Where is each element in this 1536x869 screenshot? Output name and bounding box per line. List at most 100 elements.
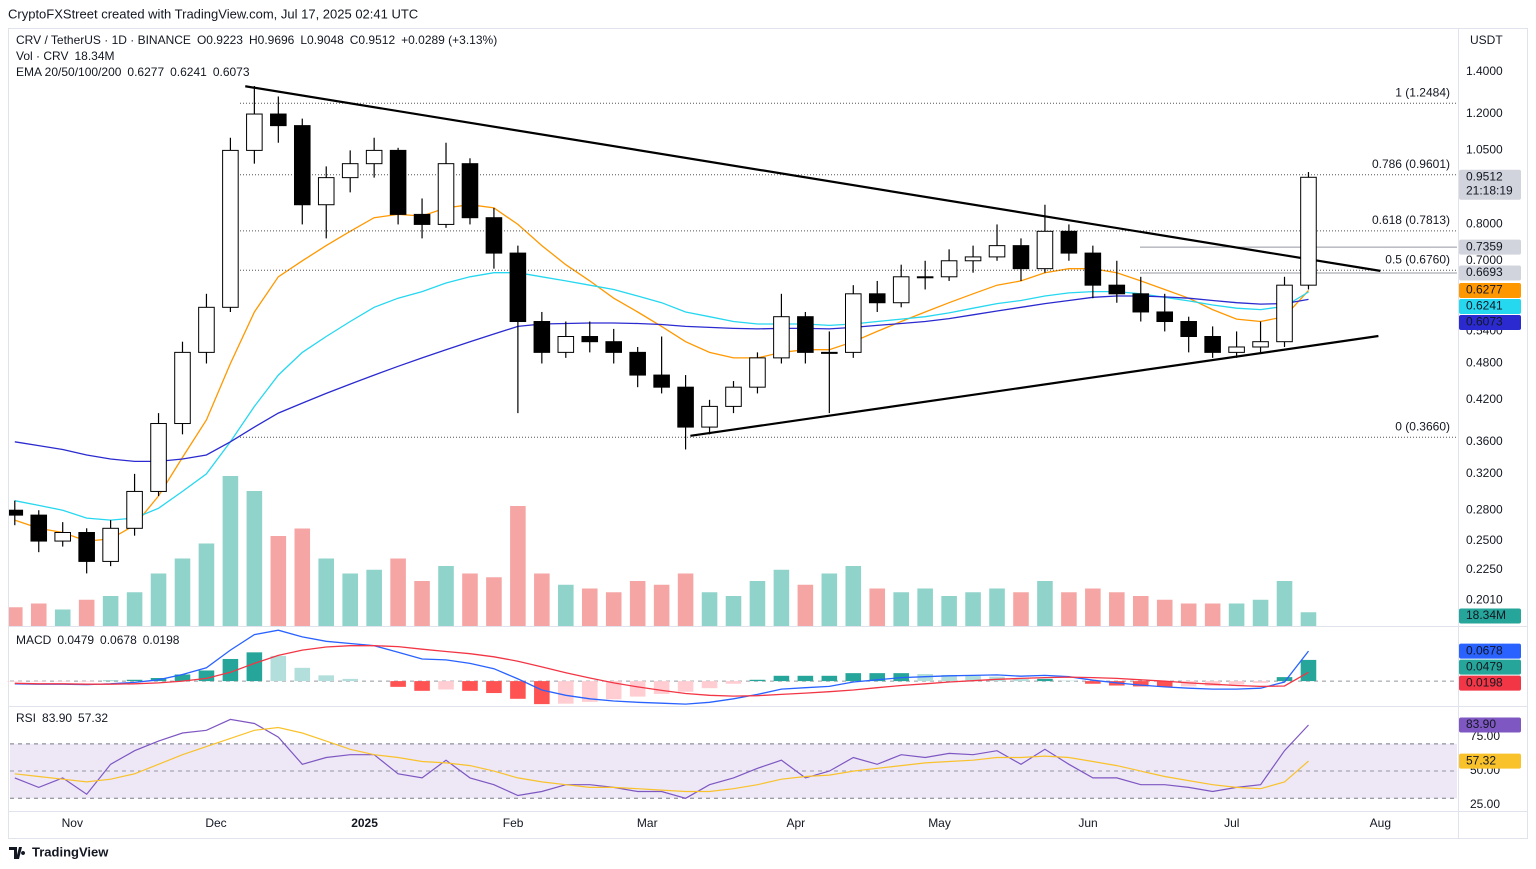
candle-body (293, 125, 311, 206)
candle-body (317, 177, 335, 206)
macd-histogram-bar (917, 674, 933, 682)
macd-badge (1459, 675, 1521, 691)
macd-histogram-bar (1180, 681, 1197, 687)
candle-body (677, 386, 694, 428)
macd-histogram-bar (1013, 678, 1029, 682)
y-tick-label: 0.4800 (1466, 356, 1503, 370)
x-tick-label: Jun (1078, 816, 1097, 830)
candle-body (749, 357, 766, 388)
volume-bar (54, 609, 71, 626)
macd-histogram-bar (1156, 681, 1173, 687)
candle-body (389, 149, 407, 215)
macd-histogram-bar (198, 670, 215, 682)
candle-body (964, 256, 982, 262)
volume-bar (222, 476, 239, 626)
volume-bar (1204, 603, 1221, 626)
macd-histogram-bar (126, 679, 143, 682)
volume-bar (30, 603, 47, 626)
candle-body (1036, 230, 1054, 270)
ema-legend: EMA 20/50/100/200 (16, 65, 122, 79)
macd-hist-value: 0.0479 (57, 633, 94, 647)
candle-body (844, 293, 862, 353)
price-badge-text: 0.6693 (1466, 265, 1503, 279)
macd-histogram-bar (318, 675, 335, 682)
candle-body (1276, 284, 1293, 343)
volume-bar (989, 588, 1005, 626)
macd-histogram-bar (1300, 659, 1317, 682)
x-tick-label: Mar (637, 816, 658, 830)
volume-bar (150, 573, 167, 626)
macd-histogram-bar (581, 681, 598, 702)
rsi-tick-label: 75.00 (1470, 729, 1500, 743)
macd-histogram-bar (677, 681, 694, 692)
candle-body (797, 316, 814, 353)
trendline (245, 85, 1381, 272)
macd-histogram-bar (1252, 681, 1269, 683)
rsi-line (14, 718, 1309, 799)
y-tick-label: 0.2250 (1466, 562, 1503, 576)
volume-bar (534, 573, 550, 626)
x-tick-label: Aug (1370, 816, 1391, 830)
candle-body (653, 374, 670, 388)
macd-histogram-bar (294, 667, 311, 682)
macd-histogram-bar (558, 681, 574, 704)
candle-body (102, 527, 119, 562)
y-tick-label: 0.2500 (1466, 533, 1503, 547)
macd-histogram-bar (941, 674, 957, 682)
macd-histogram-bar (965, 675, 981, 682)
macd-histogram-bar (510, 681, 526, 699)
signal-line (14, 645, 1309, 697)
ohlc-value: O0.9223 (197, 33, 243, 47)
y-tick-label: 0.3600 (1466, 434, 1503, 448)
volume-value: 18.34M (74, 49, 114, 63)
macd-histogram-bar (342, 678, 358, 682)
volume-bar (1180, 603, 1197, 626)
y-tick-label: 0.7000 (1466, 253, 1503, 267)
volume-bar (869, 588, 886, 626)
volume-bar (1109, 592, 1125, 626)
volume-bar (677, 573, 694, 626)
currency-label: USDT (1470, 33, 1503, 47)
y-tick-label: 0.2010 (1466, 593, 1503, 607)
candle-body (437, 163, 455, 225)
y-tick-label: 0.4200 (1466, 392, 1503, 406)
macd-histogram-bar (174, 674, 191, 682)
candle-body (1060, 230, 1078, 254)
candle-body (150, 423, 167, 492)
macd-histogram-bar (629, 681, 646, 697)
price-badge-text: 0.9512 (1466, 169, 1503, 183)
price-badge (1459, 314, 1521, 330)
candle-body (270, 113, 287, 127)
volume-bar (318, 558, 335, 626)
candle-body (629, 351, 646, 376)
price-badge (1459, 169, 1521, 200)
candle-body (365, 149, 383, 165)
volume-bar (390, 558, 406, 626)
volume-bar (198, 543, 215, 626)
candle-body (198, 306, 215, 353)
ohlc-value: L0.9048 (300, 33, 344, 47)
volume-bar (1156, 599, 1173, 626)
macd-badge-text: 0.0479 (1466, 659, 1503, 673)
price-badge-text: 0.6277 (1466, 283, 1503, 297)
volume-bar (126, 592, 143, 626)
volume-bar (486, 577, 502, 626)
fib-label: 0.618 (0.7813) (1372, 213, 1450, 227)
price-badge-timer: 21:18:19 (1466, 183, 1513, 197)
macd-legend: MACD (16, 633, 52, 647)
y-tick-label: 0.3200 (1466, 466, 1503, 480)
candle-body (1084, 252, 1102, 286)
trendline (690, 334, 1379, 437)
candle-body (30, 514, 48, 542)
ohlc-value: H0.9696 (249, 33, 295, 47)
macd-histogram-bar (414, 681, 430, 691)
y-tick-label: 1.4000 (1466, 64, 1503, 78)
volume-bar (893, 592, 909, 626)
y-tick-label: 1.2000 (1466, 106, 1503, 120)
candle-body (78, 531, 95, 562)
ema-value: 0.6241 (170, 65, 207, 79)
price-pane: 1 (1.2484) 0.786 (0.9601) 0.618 (0.7813) 0.… (9, 85, 1457, 626)
fib-label: 0 (0.3660) (1395, 419, 1450, 433)
candle-body (892, 276, 910, 304)
candle-body (1132, 293, 1150, 313)
